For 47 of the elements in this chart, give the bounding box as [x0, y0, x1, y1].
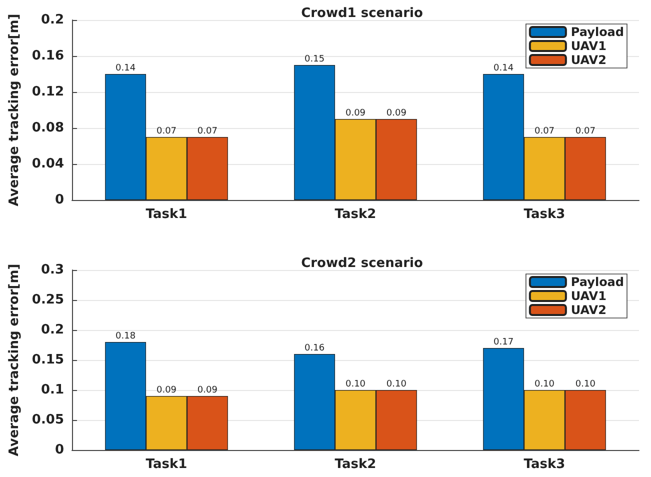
data-label: 0.09: [386, 108, 407, 118]
y-axis-title: Average tracking error[m]: [7, 14, 22, 206]
data-label: 0.14: [116, 64, 136, 74]
legend-label: UAV2: [570, 303, 606, 317]
x-tick-label: Task3: [524, 457, 566, 472]
data-label: 0.07: [534, 126, 555, 136]
y-tick-label: 0.04: [32, 156, 64, 172]
y-tick-label: 0.12: [32, 84, 64, 100]
y-axis-title: Average tracking error[m]: [7, 264, 22, 456]
legend-label: UAV2: [570, 53, 606, 67]
data-label: 0.17: [494, 338, 514, 348]
legend-label: Payload: [570, 25, 624, 39]
data-label: 0.09: [197, 386, 218, 396]
y-tick-label: 0.3: [40, 262, 64, 278]
legend-label: UAV1: [570, 289, 606, 303]
x-tick-label: Task3: [524, 207, 566, 222]
data-label: 0.15: [304, 54, 325, 64]
data-label: 0.07: [156, 126, 177, 136]
data-label: 0.18: [116, 332, 136, 342]
data-label: 0.07: [197, 126, 218, 136]
y-tick-label: 0.2: [40, 322, 64, 338]
y-tick-label: 0.05: [32, 412, 64, 428]
x-tick-label: Task1: [146, 457, 188, 472]
y-tick-label: 0: [54, 192, 64, 208]
chart-title: Crowd1 scenario: [301, 6, 423, 21]
data-label: 0.09: [345, 108, 366, 118]
y-tick-label: 0.2: [40, 12, 64, 28]
data-label: 0.16: [304, 344, 325, 354]
y-tick-label: 0.16: [32, 48, 64, 64]
data-label: 0.10: [534, 380, 555, 390]
data-label: 0.10: [575, 380, 596, 390]
data-label: 0.10: [345, 380, 366, 390]
y-tick-label: 0: [54, 442, 64, 458]
legend-label: UAV1: [570, 39, 606, 53]
x-tick-label: Task2: [334, 457, 376, 472]
y-tick-label: 0.15: [32, 352, 64, 368]
data-label: 0.09: [156, 386, 177, 396]
data-label: 0.10: [386, 380, 407, 390]
y-tick-label: 0.08: [32, 120, 64, 136]
chart-title: Crowd2 scenario: [301, 256, 423, 271]
x-tick-label: Task1: [146, 207, 188, 222]
x-tick-label: Task2: [334, 207, 376, 222]
y-tick-label: 0.1: [40, 382, 64, 398]
data-label: 0.07: [575, 126, 596, 136]
data-label: 0.14: [494, 64, 514, 74]
legend-label: Payload: [570, 275, 624, 289]
y-tick-label: 0.25: [32, 292, 64, 308]
